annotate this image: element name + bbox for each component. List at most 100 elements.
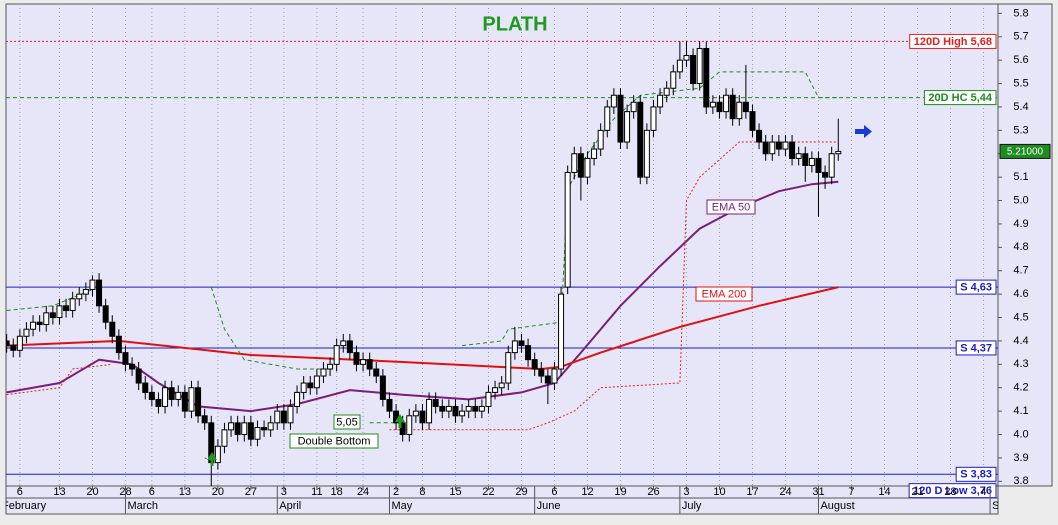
candles: [6, 41, 842, 486]
candle-body: [498, 382, 505, 389]
candle-body: [353, 352, 360, 365]
y-tick-label: 3.8: [1013, 475, 1028, 487]
candle-body: [795, 153, 802, 159]
x-tick-label: 4: [980, 486, 986, 498]
annotation-text: 5,05: [336, 416, 357, 428]
candle-body: [412, 410, 419, 417]
candle-body: [762, 141, 769, 155]
candle-body: [102, 305, 109, 323]
candle-body: [591, 148, 598, 159]
candle-body: [175, 391, 182, 400]
level-label: 120D High 5,68: [914, 36, 992, 48]
candle-body: [709, 101, 716, 108]
candle-body: [327, 363, 334, 370]
candle-body: [729, 94, 736, 120]
candle-body: [76, 293, 83, 300]
indicator-line: [6, 286, 839, 371]
candle-body: [439, 405, 446, 412]
candle-body: [234, 422, 241, 436]
candle-body: [558, 293, 565, 370]
candle-body: [617, 94, 624, 143]
candle-body: [373, 368, 380, 377]
line-label: EMA 50: [712, 201, 751, 213]
candle-body: [254, 427, 261, 440]
y-tick-label: 5.3: [1013, 124, 1028, 136]
candle-body: [313, 375, 320, 389]
candle-body: [452, 405, 459, 417]
x-tick-label: 21: [911, 486, 923, 498]
candle-body: [551, 368, 558, 384]
x-tick-label: 24: [357, 486, 369, 498]
candle-body: [584, 157, 591, 178]
ema50-label: EMA 50: [706, 199, 756, 215]
candle-body: [445, 405, 452, 412]
level-label-box: [955, 340, 997, 356]
y-tick-label: 5.7: [1013, 31, 1028, 43]
candle-body: [274, 410, 281, 424]
candle-body: [782, 141, 789, 150]
candle-body: [531, 359, 538, 370]
candle-body: [168, 387, 175, 400]
x-tick-label: 10: [713, 486, 725, 498]
x-tick-label: 20: [86, 486, 98, 498]
candle-body: [802, 153, 809, 166]
y-tick-label: 4.8: [1013, 241, 1028, 253]
level-label-box: [955, 279, 997, 295]
candle-body: [650, 106, 657, 131]
candle-body: [505, 352, 512, 384]
x-tick-label: 27: [245, 486, 257, 498]
x-tick-label: 28: [944, 486, 956, 498]
level-label-box: [955, 466, 997, 482]
level-label: S 4,63: [960, 282, 992, 294]
candle-body: [696, 47, 703, 85]
last-price-box: [999, 143, 1051, 159]
candle-body: [630, 101, 637, 113]
indicator-line: [6, 141, 839, 464]
candle-body: [82, 288, 89, 295]
candle-body: [142, 382, 149, 393]
candle-body: [544, 375, 551, 384]
x-tick-label: 3: [683, 486, 689, 498]
x-tick-label: 13: [179, 486, 191, 498]
candle-body: [201, 415, 208, 424]
x-tick-label: 19: [614, 486, 626, 498]
candle-body: [16, 335, 23, 351]
candle-body: [30, 321, 37, 330]
month-label: Sep: [992, 500, 1012, 512]
candle-body: [221, 429, 228, 447]
candle-body: [89, 279, 96, 290]
candle-body: [109, 321, 116, 337]
candle-body: [723, 94, 730, 113]
candle-body: [366, 359, 373, 370]
candle-body: [822, 171, 829, 178]
candle-body: [69, 298, 76, 312]
y-tick-label: 4.4: [1013, 335, 1028, 347]
candle-body: [459, 410, 466, 417]
chart-title: PLATH: [482, 13, 547, 35]
candle-body: [657, 94, 664, 108]
candle-body: [122, 352, 129, 365]
candle-body: [49, 312, 56, 319]
candle-body: [214, 445, 221, 464]
level-label: 20D HC 5,44: [928, 92, 992, 104]
y-tick-label: 4.2: [1013, 382, 1028, 394]
levels: [6, 40, 998, 475]
candle-body: [472, 405, 479, 412]
candle-body: [379, 375, 386, 400]
candle-body: [690, 54, 697, 85]
candle-body: [604, 106, 611, 131]
x-tick-label: 29: [515, 486, 527, 498]
y-tick-label: 4.5: [1013, 311, 1028, 323]
candle-body: [419, 410, 426, 424]
level-label: 120 D Low 3,76: [913, 485, 992, 497]
x-tick-label: 12: [581, 486, 593, 498]
candle-body: [261, 427, 268, 431]
candle-body: [663, 87, 670, 96]
candle-body: [683, 54, 690, 61]
candle-body: [6, 340, 10, 347]
candle-body: [624, 111, 631, 143]
x-tick-label: 22: [482, 486, 494, 498]
candle-body: [294, 391, 301, 407]
candle-body: [538, 368, 545, 377]
